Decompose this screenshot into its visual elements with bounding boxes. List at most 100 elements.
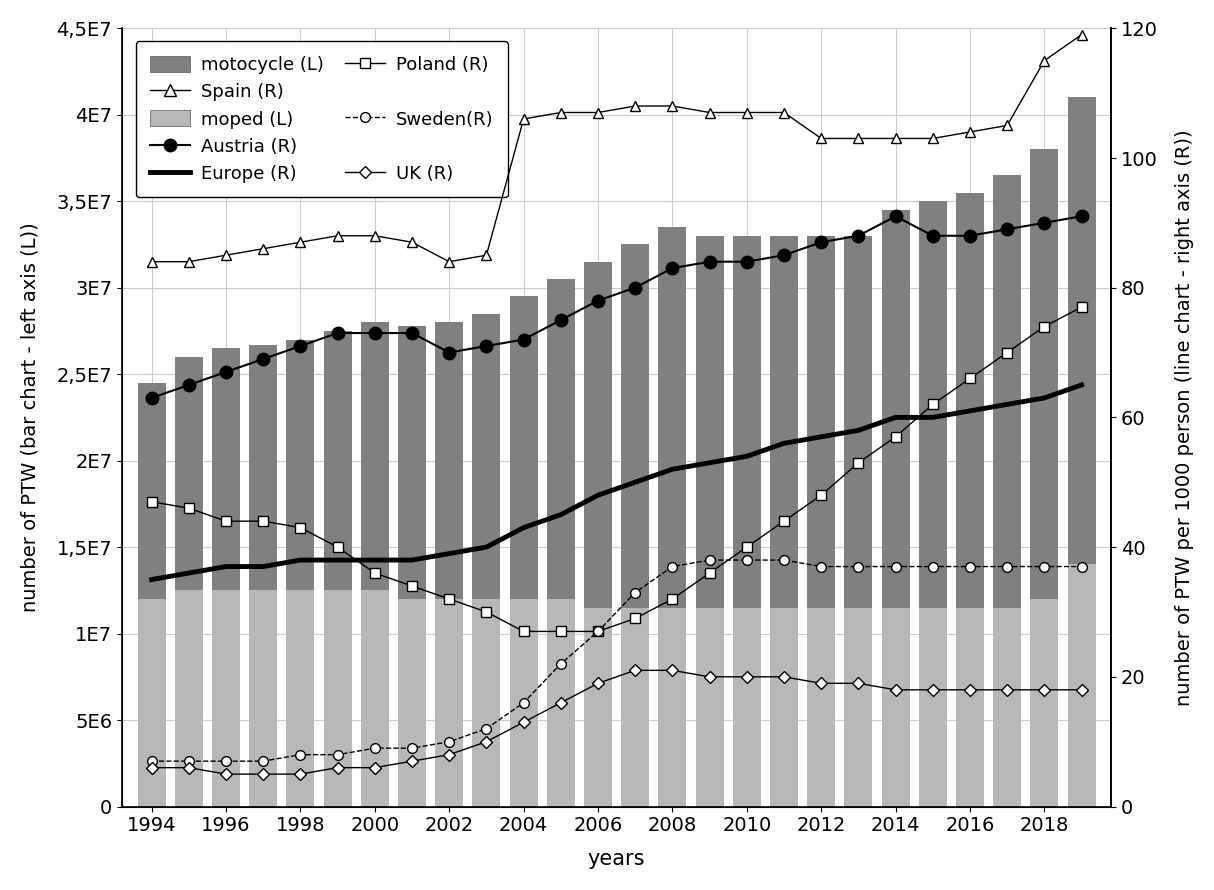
Sweden(R) xyxy=(702,554,716,565)
Bar xyxy=(361,322,388,590)
Bar xyxy=(435,599,463,806)
Spain (R) xyxy=(702,108,716,118)
Legend: motocycle (L), Spain (R), moped (L), Austria (R), Europe (R), Poland (R), , Swed: motocycle (L), Spain (R), moped (L), Aus… xyxy=(136,41,507,198)
Europe (R) xyxy=(963,406,977,417)
Bar xyxy=(398,326,426,599)
Austria (R) xyxy=(776,250,790,261)
Poland (R) xyxy=(739,542,754,553)
Europe (R) xyxy=(851,425,866,436)
Spain (R) xyxy=(963,126,977,137)
Austria (R) xyxy=(999,224,1014,235)
Europe (R) xyxy=(181,568,195,579)
Sweden(R) xyxy=(776,554,790,565)
UK (R) xyxy=(442,749,456,760)
Spain (R) xyxy=(999,120,1014,131)
Sweden(R) xyxy=(1037,562,1051,572)
Austria (R) xyxy=(590,295,605,306)
UK (R) xyxy=(554,698,568,708)
Poland (R) xyxy=(999,347,1014,358)
Poland (R) xyxy=(851,457,866,468)
Bar xyxy=(584,262,612,608)
Bar xyxy=(620,608,648,806)
Bar xyxy=(510,599,538,806)
Bar xyxy=(881,608,909,806)
Bar xyxy=(807,236,835,608)
Europe (R) xyxy=(776,438,790,449)
Poland (R) xyxy=(554,627,568,637)
Spain (R) xyxy=(628,101,642,111)
Spain (R) xyxy=(442,256,456,267)
Bar xyxy=(844,236,872,608)
Bar xyxy=(472,313,500,599)
Bar xyxy=(175,590,203,806)
Bar xyxy=(323,331,351,590)
Spain (R) xyxy=(181,256,195,267)
Spain (R) xyxy=(851,134,866,144)
Sweden(R) xyxy=(739,554,754,565)
Austria (R) xyxy=(293,341,307,352)
Sweden(R) xyxy=(442,736,456,747)
Poland (R) xyxy=(925,399,940,409)
Europe (R) xyxy=(813,432,828,442)
Bar xyxy=(620,245,648,608)
Europe (R) xyxy=(293,554,307,565)
Europe (R) xyxy=(1074,380,1089,391)
Austria (R) xyxy=(665,263,680,273)
Spain (R) xyxy=(776,108,790,118)
Bar xyxy=(287,340,314,590)
Spain (R) xyxy=(478,250,493,261)
UK (R) xyxy=(516,717,531,728)
Austria (R) xyxy=(813,237,828,247)
Bar xyxy=(696,236,724,608)
Europe (R) xyxy=(516,522,531,533)
Europe (R) xyxy=(702,457,716,468)
Y-axis label: number of PTW (bar chart - left axis (L)): number of PTW (bar chart - left axis (L)… xyxy=(21,222,40,612)
Europe (R) xyxy=(554,509,568,520)
Bar xyxy=(1067,98,1095,564)
Spain (R) xyxy=(516,114,531,125)
Europe (R) xyxy=(739,451,754,462)
Spain (R) xyxy=(293,237,307,247)
Poland (R) xyxy=(219,516,233,527)
Line: UK (R): UK (R) xyxy=(147,667,1085,779)
Austria (R) xyxy=(181,380,195,391)
Austria (R) xyxy=(554,315,568,326)
Poland (R) xyxy=(963,373,977,384)
UK (R) xyxy=(963,684,977,695)
Line: Europe (R): Europe (R) xyxy=(152,385,1082,579)
Sweden(R) xyxy=(516,698,531,708)
Bar xyxy=(287,590,314,806)
Austria (R) xyxy=(628,282,642,293)
UK (R) xyxy=(404,756,419,766)
Spain (R) xyxy=(1037,55,1051,66)
Spain (R) xyxy=(256,244,271,255)
Bar xyxy=(546,599,574,806)
UK (R) xyxy=(368,763,382,773)
Bar xyxy=(1029,150,1057,599)
Poland (R) xyxy=(516,627,531,637)
Bar xyxy=(398,599,426,806)
Y-axis label: number of PTW per 1000 person (line chart - right axis (R)): number of PTW per 1000 person (line char… xyxy=(1174,129,1193,706)
Poland (R) xyxy=(442,594,456,604)
Austria (R) xyxy=(516,335,531,345)
UK (R) xyxy=(330,763,345,773)
Poland (R) xyxy=(144,497,159,507)
Spain (R) xyxy=(404,237,419,247)
Sweden(R) xyxy=(1074,562,1089,572)
Sweden(R) xyxy=(554,659,568,669)
Sweden(R) xyxy=(478,724,493,734)
Sweden(R) xyxy=(813,562,828,572)
Spain (R) xyxy=(739,108,754,118)
UK (R) xyxy=(628,665,642,676)
Sweden(R) xyxy=(628,587,642,598)
UK (R) xyxy=(293,769,307,780)
X-axis label: years: years xyxy=(588,849,645,870)
Poland (R) xyxy=(887,432,902,442)
Poland (R) xyxy=(330,542,345,553)
Poland (R) xyxy=(702,568,716,579)
Bar xyxy=(955,192,983,608)
Poland (R) xyxy=(404,581,419,592)
UK (R) xyxy=(776,672,790,683)
Europe (R) xyxy=(144,574,159,585)
Austria (R) xyxy=(739,256,754,267)
